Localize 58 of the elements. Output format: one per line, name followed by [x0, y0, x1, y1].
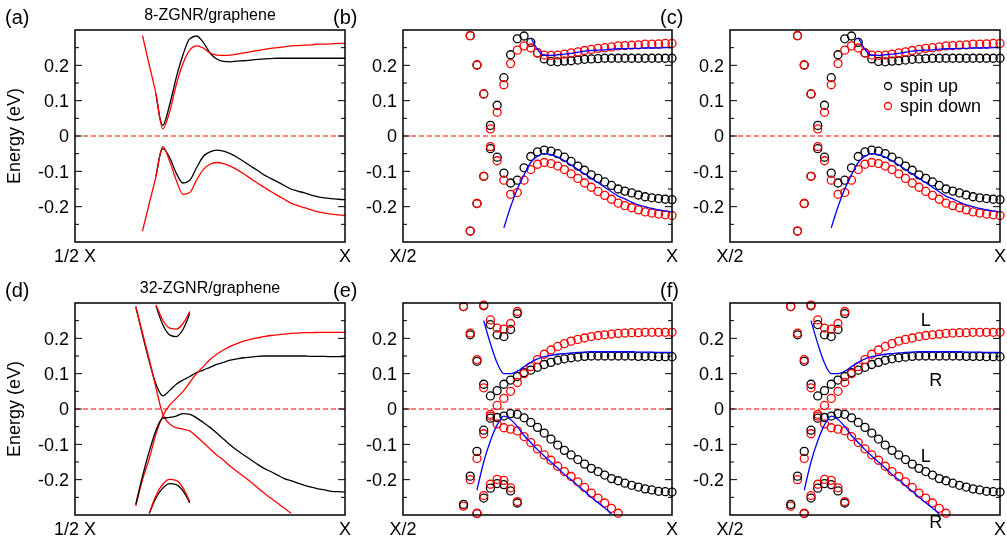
chart-title: 8-ZGNR/graphene	[144, 6, 276, 23]
text: (f)	[660, 279, 679, 301]
y-tick-label: 0.2	[43, 55, 69, 76]
text: (a)	[5, 6, 30, 28]
y-tick-label: 0	[386, 399, 397, 420]
text: (e)	[333, 279, 358, 301]
y-tick-label: 0	[58, 399, 69, 420]
y-tick-label: -0.1	[365, 434, 397, 455]
y-tick-label: -0.1	[37, 434, 69, 455]
y-tick-label: 0.1	[371, 90, 397, 111]
y-axis-title: Energy (eV)	[4, 87, 24, 185]
x-tick-label: X	[338, 246, 352, 266]
x-tick-label: X/2	[389, 519, 417, 539]
series-label: L	[920, 309, 931, 330]
x-tick-label: X	[665, 246, 679, 266]
chart-title: 32-ZGNR/graphene	[139, 279, 281, 296]
y-tick-label: -0.2	[37, 196, 69, 217]
x-tick-label: X	[338, 519, 352, 539]
y-tick-label: 0.1	[698, 90, 724, 111]
x-tick-label: 1/2 X	[53, 246, 97, 266]
legend-label: spin down	[900, 96, 982, 117]
y-tick-label: -0.2	[37, 469, 69, 490]
y-tick-label: 0	[58, 126, 69, 147]
y-tick-label: -0.2	[365, 469, 397, 490]
y-tick-label: 0	[713, 399, 724, 420]
text: (d)	[5, 279, 30, 301]
y-tick-label: 0.1	[43, 90, 69, 111]
series-label: L	[920, 445, 931, 466]
x-tick-label: 1/2 X	[53, 519, 97, 539]
x-tick-label: X/2	[716, 246, 744, 266]
y-tick-label: 0.2	[371, 328, 397, 349]
y-tick-label: 0.2	[698, 328, 724, 349]
x-tick-label: X	[993, 519, 1007, 539]
y-axis-title: Energy (eV)	[4, 360, 24, 458]
y-tick-label: -0.1	[365, 161, 397, 182]
y-tick-label: 0	[713, 126, 724, 147]
text: (c)	[660, 6, 684, 28]
series-label: R	[929, 370, 943, 391]
y-tick-label: 0.1	[43, 363, 69, 384]
y-tick-label: -0.2	[692, 196, 724, 217]
series-label: R	[929, 512, 943, 533]
y-tick-label: 0	[386, 126, 397, 147]
x-tick-label: X	[665, 519, 679, 539]
y-tick-label: 0.2	[43, 328, 69, 349]
text: (b)	[333, 6, 358, 28]
y-tick-label: -0.1	[692, 434, 724, 455]
x-tick-label: X/2	[716, 519, 744, 539]
y-tick-label: -0.1	[37, 161, 69, 182]
y-tick-label: -0.2	[365, 196, 397, 217]
y-tick-label: -0.1	[692, 161, 724, 182]
x-tick-label: X	[993, 246, 1007, 266]
y-tick-label: -0.2	[692, 469, 724, 490]
y-tick-label: 0.2	[698, 55, 724, 76]
y-tick-label: 0.1	[371, 363, 397, 384]
y-tick-label: 0.1	[698, 363, 724, 384]
x-tick-label: X/2	[389, 246, 417, 266]
legend-label: spin up	[900, 76, 959, 97]
y-tick-label: 0.2	[371, 55, 397, 76]
